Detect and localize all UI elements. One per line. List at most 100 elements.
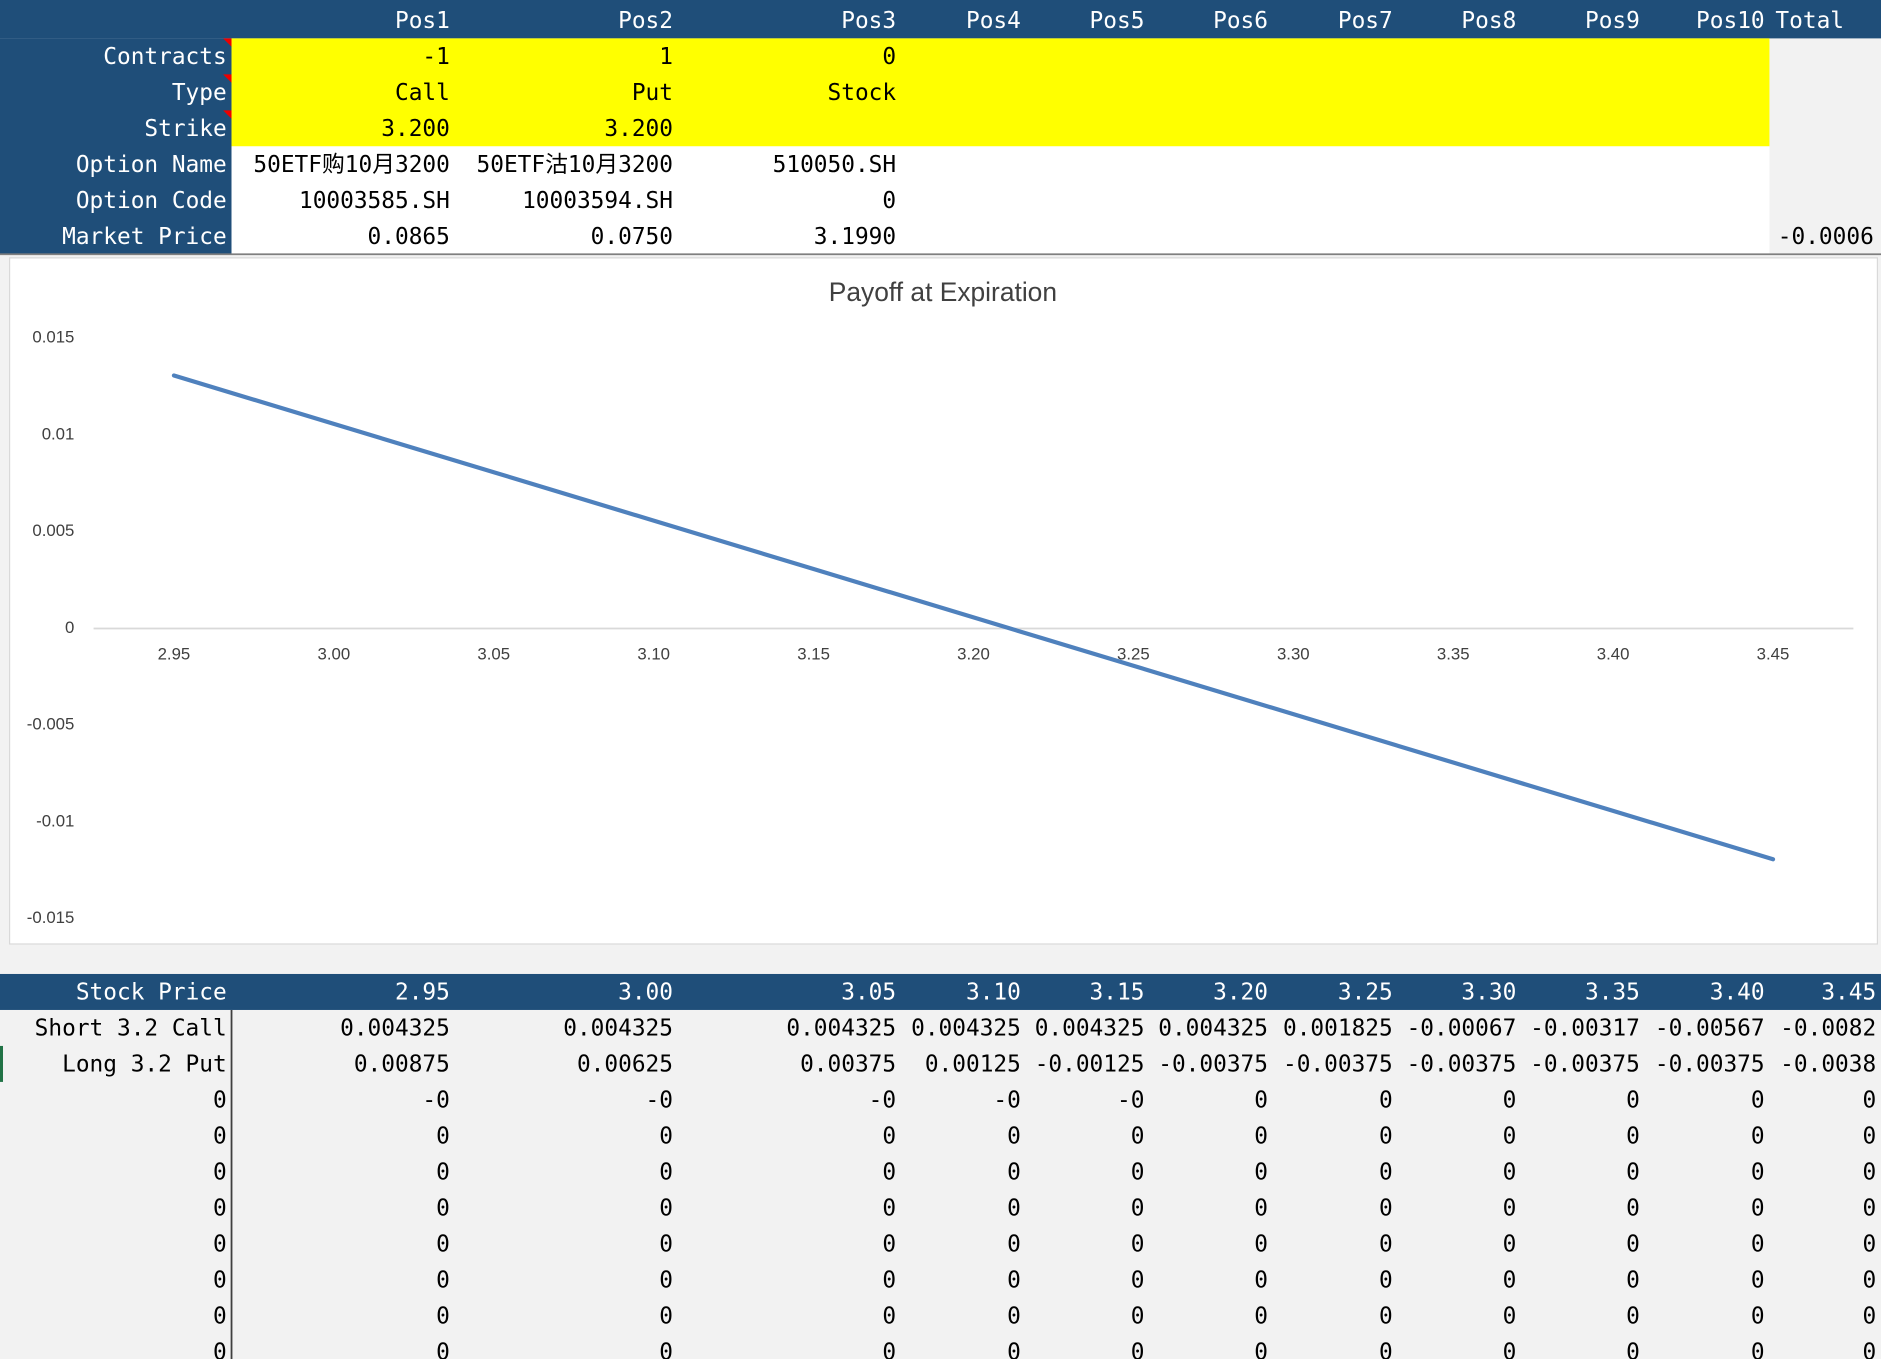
y-tick-label: -0.015	[27, 908, 75, 927]
cell: 0	[1503, 1340, 1517, 1359]
cell: 50ETF沽10月3200	[477, 152, 673, 178]
comment-marker	[223, 38, 232, 47]
cell: 0	[882, 1340, 896, 1359]
cell: 0	[1862, 1340, 1876, 1359]
cell: 0	[1131, 1232, 1145, 1258]
cell: 0	[1862, 1196, 1876, 1222]
x-tick-label: 3.40	[1597, 644, 1630, 663]
cell: -0.00375	[1530, 1052, 1640, 1078]
comment-marker	[223, 74, 232, 83]
cell: -0.00375	[1158, 1052, 1268, 1078]
cell: Stock	[828, 80, 897, 106]
cell: -0	[422, 1088, 449, 1114]
cell: 0	[1626, 1088, 1640, 1114]
cell: 0.00125	[925, 1052, 1021, 1078]
column-header: 3.05	[841, 980, 896, 1006]
total-cell: -0.0006	[1778, 224, 1874, 250]
cell: 0.00875	[354, 1052, 450, 1078]
x-tick-label: 3.25	[1117, 644, 1150, 663]
cell: 0	[1751, 1304, 1765, 1330]
cell: 0.004325	[340, 1016, 450, 1042]
x-tick-label: 3.30	[1277, 644, 1310, 663]
cell: 0	[1862, 1124, 1876, 1150]
x-tick-label: 3.05	[477, 644, 510, 663]
cell: 0	[1862, 1160, 1876, 1186]
cell: 0.004325	[786, 1016, 896, 1042]
x-tick-label: 3.15	[797, 644, 830, 663]
cell: 0	[1862, 1232, 1876, 1258]
column-header: 3.40	[1710, 980, 1765, 1006]
row-label: Stock Price	[76, 980, 227, 1006]
row-label: 0	[213, 1196, 227, 1222]
row-label: Option Code	[76, 188, 227, 214]
cell: 0	[882, 1232, 896, 1258]
cell: -0.0038	[1780, 1052, 1876, 1078]
row-label: 0	[213, 1304, 227, 1330]
cell: 50ETF购10月3200	[253, 152, 449, 178]
y-tick-label: 0.005	[32, 521, 74, 540]
row-label: Type	[172, 80, 227, 106]
cell: 510050.SH	[773, 152, 896, 178]
cell: -0.00317	[1530, 1016, 1640, 1042]
cell: 0	[1254, 1232, 1268, 1258]
cell: 0	[1751, 1340, 1765, 1359]
cell: 3.1990	[814, 224, 896, 250]
cell: 0	[882, 1160, 896, 1186]
cell: 0	[1862, 1268, 1876, 1294]
cell: 0.004325	[563, 1016, 673, 1042]
cell: 0	[1254, 1340, 1268, 1359]
cell: 0	[882, 44, 896, 70]
input-area	[231, 38, 1770, 147]
column-header: Total	[1775, 8, 1844, 34]
cell: 0	[1131, 1124, 1145, 1150]
column-header: Pos5	[1090, 8, 1145, 34]
cell: 0	[1751, 1196, 1765, 1222]
cell: -0.00067	[1407, 1016, 1517, 1042]
cell: 0	[659, 1196, 673, 1222]
cell: 0	[1131, 1304, 1145, 1330]
cell: 0.001825	[1283, 1016, 1393, 1042]
cell: -0.00375	[1407, 1052, 1517, 1078]
cell: 0	[436, 1196, 450, 1222]
cell: 0	[1503, 1160, 1517, 1186]
column-header: Pos9	[1585, 8, 1640, 34]
cell: 0	[436, 1124, 450, 1150]
cell: 0	[1007, 1160, 1021, 1186]
cell: 0	[659, 1124, 673, 1150]
cell: 0	[436, 1304, 450, 1330]
x-tick-label: 3.10	[637, 644, 670, 663]
row-label: 0	[213, 1160, 227, 1186]
cell: 10003594.SH	[522, 188, 673, 214]
cell: 0	[659, 1340, 673, 1359]
cell: 0	[1751, 1160, 1765, 1186]
cell: 0	[1379, 1340, 1393, 1359]
cell: 0.0750	[591, 224, 673, 250]
row-label: Option Name	[76, 152, 227, 178]
cell: 0	[1503, 1268, 1517, 1294]
cell: 0	[882, 1304, 896, 1330]
cell: 0	[1007, 1340, 1021, 1359]
column-header: 3.45	[1821, 980, 1876, 1006]
cell: -0	[993, 1088, 1020, 1114]
x-tick-label: 3.35	[1437, 644, 1470, 663]
cell: 0	[1626, 1268, 1640, 1294]
y-tick-label: -0.005	[27, 715, 75, 734]
cell: -0.00375	[1283, 1052, 1393, 1078]
cell: 0	[436, 1340, 450, 1359]
cell: 0.0865	[368, 224, 450, 250]
row-label: Contracts	[103, 44, 226, 70]
cell: 0	[882, 1268, 896, 1294]
cell: 0	[1131, 1340, 1145, 1359]
column-header: 3.30	[1461, 980, 1516, 1006]
chart-title: Payoff at Expiration	[829, 277, 1057, 307]
column-header: Pos1	[395, 8, 450, 34]
x-tick-label: 2.95	[158, 644, 191, 663]
cell: 0	[1131, 1196, 1145, 1222]
column-header: Pos2	[618, 8, 673, 34]
column-header: Pos3	[841, 8, 896, 34]
column-header: 3.20	[1213, 980, 1268, 1006]
cell: 0	[436, 1160, 450, 1186]
cell: -1	[422, 44, 449, 70]
column-header: 3.15	[1090, 980, 1145, 1006]
